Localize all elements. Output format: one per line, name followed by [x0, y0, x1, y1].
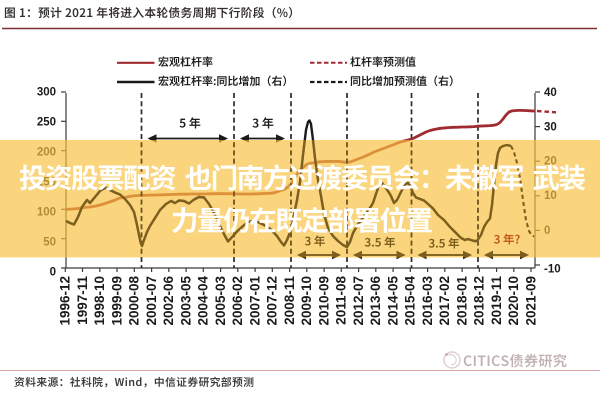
- svg-text:2006-02: 2006-02: [230, 276, 245, 326]
- svg-text:2020-10: 2020-10: [506, 276, 521, 326]
- svg-text:-10: -10: [544, 264, 561, 276]
- svg-text:2018-01: 2018-01: [454, 276, 469, 326]
- svg-text:1999-09: 1999-09: [109, 276, 124, 326]
- svg-text:1996-12: 1996-12: [58, 276, 73, 326]
- svg-text:2013-06: 2013-06: [368, 276, 383, 326]
- svg-text:40: 40: [544, 87, 557, 99]
- svg-text:2005-03: 2005-03: [213, 276, 228, 326]
- svg-text:2008-11: 2008-11: [282, 276, 297, 325]
- svg-text:0: 0: [50, 267, 56, 279]
- svg-text:250: 250: [37, 117, 56, 129]
- svg-text:2014-05: 2014-05: [385, 276, 400, 326]
- svg-text:2010-09: 2010-09: [316, 276, 331, 326]
- svg-text:1997-11: 1997-11: [75, 276, 90, 325]
- svg-text:2012-07: 2012-07: [351, 276, 366, 326]
- svg-text:2017-02: 2017-02: [437, 276, 452, 326]
- svg-text:2002-06: 2002-06: [161, 276, 176, 326]
- svg-text:300: 300: [37, 87, 56, 99]
- svg-text:2003-05: 2003-05: [178, 276, 193, 326]
- svg-text:1998-10: 1998-10: [92, 276, 107, 326]
- svg-text:30: 30: [544, 121, 557, 133]
- svg-text:2004-04: 2004-04: [196, 276, 211, 326]
- svg-text:2016-03: 2016-03: [420, 276, 435, 326]
- svg-text:2019-11: 2019-11: [489, 276, 504, 325]
- svg-text:2011-08: 2011-08: [334, 276, 349, 325]
- svg-text:2021-09: 2021-09: [523, 276, 538, 326]
- svg-text:2001-07: 2001-07: [144, 276, 159, 326]
- svg-text:2007-12: 2007-12: [265, 276, 280, 326]
- svg-text:2007-01: 2007-01: [247, 276, 262, 326]
- svg-text:2015-04: 2015-04: [403, 276, 418, 326]
- svg-text:2009-10: 2009-10: [299, 276, 314, 326]
- svg-text:2018-12: 2018-12: [472, 276, 487, 326]
- svg-text:2000-08: 2000-08: [127, 276, 142, 326]
